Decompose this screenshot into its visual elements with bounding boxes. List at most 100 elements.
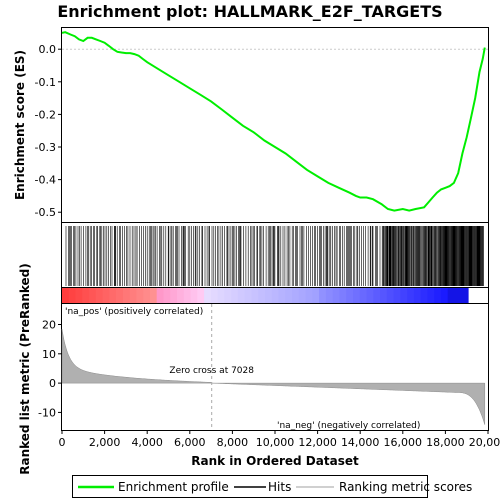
rank-color-segment xyxy=(190,288,198,303)
rank-color-segment xyxy=(197,288,205,303)
rank-color-segment xyxy=(400,288,408,303)
rank-color-segment xyxy=(237,288,246,303)
rank-color-segment xyxy=(210,288,219,303)
es-tick-label: -0.5 xyxy=(35,206,56,219)
rank-color-segment xyxy=(353,288,361,303)
rank-color-segment xyxy=(122,288,131,303)
pos-correlated-label: 'na_pos' (positively correlated) xyxy=(65,307,203,317)
rank-color-segment xyxy=(109,288,117,303)
rank-color-segment xyxy=(427,288,435,303)
rank-color-segment xyxy=(292,288,300,303)
metric-tick-label: 20 xyxy=(42,319,56,332)
es-tick-label: -0.4 xyxy=(35,174,56,187)
rank-color-segment xyxy=(413,288,422,303)
rank-color-segment xyxy=(393,288,401,303)
x-tick-label: 18,000 xyxy=(426,436,465,449)
rank-color-segment xyxy=(68,288,77,303)
es-axis-ticks: 0.0 -0.1 -0.2 -0.3 -0.4 -0.5 xyxy=(35,43,488,219)
metric-panel xyxy=(61,303,489,431)
rank-color-segment xyxy=(183,288,192,303)
rank-color-segment xyxy=(204,288,212,303)
x-tick-label: 0 xyxy=(59,436,66,449)
rank-color-segment xyxy=(271,288,280,303)
metric-tick-label: 10 xyxy=(42,348,56,361)
rank-color-segment xyxy=(380,288,388,303)
rank-color-segment xyxy=(150,288,158,303)
ranking-metric-area xyxy=(61,329,486,425)
chart-title: Enrichment plot: HALLMARK_E2F_TARGETS xyxy=(57,2,442,21)
rank-color-segment xyxy=(461,288,469,303)
rank-color-segment xyxy=(177,288,185,303)
metric-tick-label: -10 xyxy=(38,406,56,419)
rank-color-segment xyxy=(156,288,165,303)
rank-color-segment xyxy=(447,288,456,303)
rank-color-segment xyxy=(325,288,334,303)
rank-color-segment xyxy=(129,288,138,303)
rank-color-segment xyxy=(420,288,428,303)
rank-color-segment xyxy=(136,288,144,303)
x-tick-label: 14,000 xyxy=(341,436,380,449)
x-tick-label: 6,000 xyxy=(174,436,206,449)
rank-color-segment xyxy=(244,288,253,303)
metric-axis-ticks: 20 10 0 -10 xyxy=(38,319,62,419)
rank-color-segment xyxy=(62,288,70,303)
rank-color-segment xyxy=(386,288,395,303)
rank-color-segment xyxy=(224,288,232,303)
x-tick-label: 8,000 xyxy=(217,436,249,449)
rank-color-segment xyxy=(163,288,171,303)
rank-color-segment xyxy=(116,288,124,303)
rank-color-segment xyxy=(75,288,83,303)
es-tick-label: 0.0 xyxy=(39,43,57,56)
rank-color-segment xyxy=(346,288,354,303)
rank-color-segment xyxy=(95,288,104,303)
rank-color-bar xyxy=(62,288,469,303)
rank-color-segment xyxy=(366,288,374,303)
x-axis-ticks: 0 2,000 4,000 6,000 8,000 10,000 12,000 14,000 1… xyxy=(59,430,500,449)
legend-hits-label: Hits xyxy=(268,480,291,494)
rank-color-segment xyxy=(332,288,341,303)
x-tick-label: 20,000 xyxy=(469,436,500,449)
rank-color-segment xyxy=(319,288,327,303)
rank-color-segment xyxy=(278,288,286,303)
es-tick-label: -0.2 xyxy=(35,108,56,121)
x-tick-label: 10,000 xyxy=(256,436,295,449)
legend-enrichment-profile-label: Enrichment profile xyxy=(118,480,229,494)
rank-color-segment xyxy=(258,288,266,303)
es-panel xyxy=(61,27,489,223)
rank-color-segment xyxy=(82,288,90,303)
rank-color-segment xyxy=(339,288,347,303)
rank-color-segment xyxy=(407,288,415,303)
hit-marks xyxy=(65,226,484,286)
enrichment-profile-line xyxy=(61,31,486,212)
rank-color-segment xyxy=(285,288,293,303)
es-axis-label: Enrichment score (ES) xyxy=(13,50,27,200)
rank-color-segment xyxy=(89,288,97,303)
es-tick-label: -0.3 xyxy=(35,141,56,154)
rank-color-segment xyxy=(251,288,259,303)
metric-axis-label: Ranked list metric (PreRanked) xyxy=(18,263,32,475)
rank-color-segment xyxy=(373,288,381,303)
rank-color-segment xyxy=(298,288,307,303)
rank-color-segment xyxy=(143,288,151,303)
rank-color-segment xyxy=(170,288,178,303)
x-tick-label: 12,000 xyxy=(298,436,337,449)
rank-color-segment xyxy=(312,288,320,303)
x-tick-label: 2,000 xyxy=(89,436,121,449)
x-axis-label: Rank in Ordered Dataset xyxy=(191,454,359,468)
rank-color-segment xyxy=(231,288,239,303)
rank-color-segment xyxy=(265,288,273,303)
es-tick-label: -0.1 xyxy=(35,76,56,89)
rank-color-segment xyxy=(305,288,313,303)
rank-color-segment xyxy=(102,288,110,303)
rank-color-segment xyxy=(217,288,225,303)
zero-cross-label: Zero cross at 7028 xyxy=(169,366,254,376)
x-tick-label: 4,000 xyxy=(131,436,163,449)
rank-color-segment xyxy=(454,288,462,303)
rank-color-segment xyxy=(434,288,442,303)
ranking-metric-fill xyxy=(61,329,486,425)
x-tick-label: 16,000 xyxy=(384,436,423,449)
neg-correlated-label: 'na_neg' (negatively correlated) xyxy=(277,421,420,431)
rank-color-segment xyxy=(440,288,449,303)
